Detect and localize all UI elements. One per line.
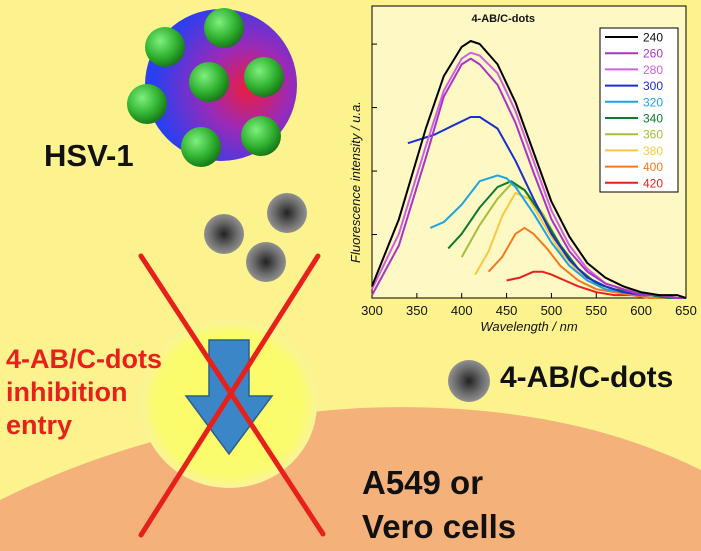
legend-dot-label: 4-AB/C-dots [500,361,674,394]
red-x-icon [138,253,326,538]
legend-c-dot-icon [448,360,490,402]
x-tick-label: 450 [496,303,518,318]
c-dot-icon [204,193,307,282]
x-tick-label: 350 [406,303,428,318]
x-tick-label: 400 [451,303,473,318]
x-axis-label: Wavelength / nm [480,319,577,334]
legend-entry-240: 240 [643,31,663,45]
virus-label: HSV-1 [44,138,134,173]
x-tick-label: 500 [541,303,563,318]
inhibition-label: 4-AB/C-dots inhibition entry [6,343,162,442]
legend-entry-380: 380 [643,144,663,158]
x-tick-label: 550 [585,303,607,318]
hsv-virus-icon [127,8,297,167]
inhibition-label-line-2: inhibition [6,377,128,407]
inhibition-label-line-1: 4-AB/C-dots [6,344,162,374]
legend-entry-340: 340 [643,112,663,126]
series-line-240 [371,40,687,299]
series-line-400 [487,226,686,299]
x-tick-label: 650 [675,303,697,318]
legend-entry-280: 280 [643,63,663,77]
legend-entry-360: 360 [643,128,663,142]
legend-title: 4-AB/C-dots [471,13,535,25]
inhibition-label-line-3: entry [6,410,73,440]
legend-entry-400: 400 [643,160,663,174]
cells-label-line-1: A549 or [362,464,484,501]
legend-entry-300: 300 [643,79,663,93]
legend-entry-420: 420 [643,176,663,190]
x-tick-label: 600 [630,303,652,318]
y-axis-label: Fluorescence intensity / u.a. [348,101,363,263]
cells-label: A549 or Vero cells [362,461,516,549]
x-tick-label: 300 [361,303,383,318]
legend-entry-320: 320 [643,95,663,109]
legend-box [599,27,679,193]
legend-entry-260: 260 [643,47,663,61]
cells-label-line-2: Vero cells [362,508,517,545]
series-line-260 [371,57,686,299]
